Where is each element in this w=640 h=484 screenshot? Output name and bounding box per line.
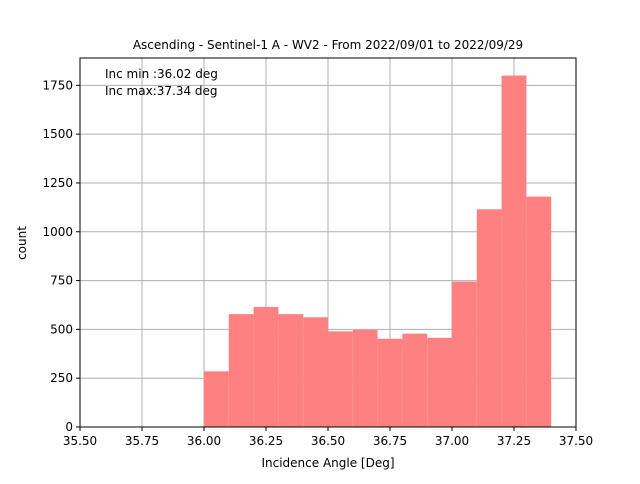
y-tick-label: 1000: [42, 225, 73, 239]
x-tick-label: 36.00: [187, 434, 221, 448]
y-tick-label: 500: [50, 322, 73, 336]
x-tick-label: 35.50: [63, 434, 97, 448]
histogram-bar: [228, 314, 254, 427]
histogram-bar: [377, 338, 403, 427]
x-axis-label: Incidence Angle [Deg]: [261, 456, 394, 470]
x-tick-label: 36.50: [311, 434, 345, 448]
x-tick-label: 37.00: [435, 434, 469, 448]
y-tick-label: 1500: [42, 127, 73, 141]
histogram-bar: [352, 329, 378, 427]
annotation-inc-max: Inc max:37.34 deg: [105, 84, 218, 98]
x-tick-label: 37.25: [497, 434, 531, 448]
y-tick-label: 750: [50, 274, 73, 288]
histogram-bar: [476, 209, 502, 427]
y-tick-label: 1250: [42, 176, 73, 190]
annotation-inc-min: Inc min :36.02 deg: [105, 67, 218, 81]
histogram-bar: [427, 337, 452, 427]
histogram-bar: [402, 333, 428, 427]
histogram-bar: [526, 196, 552, 427]
y-axis-ticks: 0 250 500 750 1000 1250 1500 1750: [42, 78, 80, 434]
histogram-bar: [253, 306, 279, 427]
y-tick-label: 250: [50, 371, 73, 385]
histogram-bar: [452, 281, 477, 427]
histogram-bar: [303, 317, 328, 427]
histogram-bar: [501, 75, 527, 428]
x-tick-label: 37.50: [559, 434, 593, 448]
y-tick-label: 0: [65, 420, 73, 434]
y-axis-label: count: [15, 226, 29, 260]
x-tick-label: 36.25: [249, 434, 283, 448]
chart-title: Ascending - Sentinel-1 A - WV2 - From 20…: [133, 38, 523, 52]
y-tick-label: 1750: [42, 78, 73, 92]
x-tick-label: 35.75: [125, 434, 159, 448]
histogram-bar: [278, 314, 304, 427]
x-axis-ticks: 35.50 35.75 36.00 36.25 36.50 36.75 37.00 37.25…: [63, 427, 593, 448]
x-tick-label: 36.75: [373, 434, 407, 448]
histogram-bar: [328, 331, 353, 427]
histogram-bar: [204, 371, 229, 427]
histogram-bars: [204, 75, 552, 428]
